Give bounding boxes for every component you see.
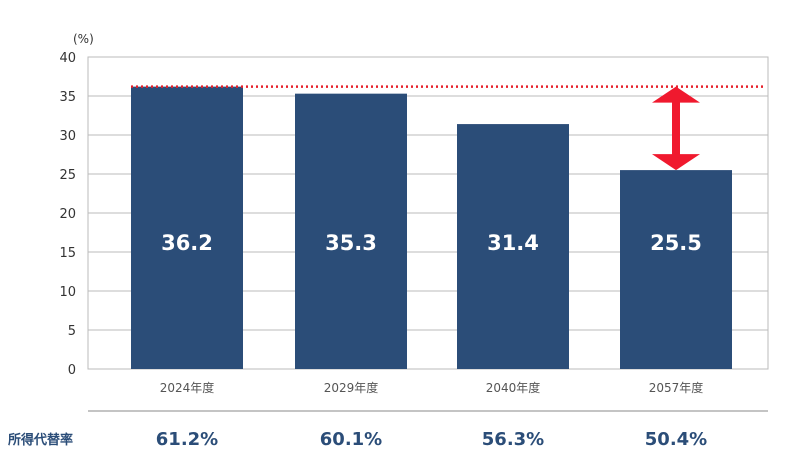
bar-value-label: 25.5 bbox=[650, 231, 702, 255]
bar bbox=[620, 170, 732, 369]
difference-arrow bbox=[652, 86, 700, 171]
y-unit-label: (%) bbox=[73, 32, 94, 46]
plot-frame bbox=[87, 56, 769, 370]
x-tick-label: 2029年度 bbox=[324, 380, 379, 395]
bar bbox=[131, 86, 243, 369]
y-tick-label: 40 bbox=[59, 51, 76, 66]
bar-value-label: 31.4 bbox=[487, 231, 539, 255]
x-axis-categories: 2024年度 2029年度 2040年度 2057年度 bbox=[160, 380, 704, 395]
replacement-rate-values: 61.2% 60.1% 56.3% 50.4% bbox=[156, 429, 707, 450]
bar-value-label: 36.2 bbox=[161, 231, 213, 255]
y-tick-label: 30 bbox=[59, 129, 76, 144]
y-tick-label: 35 bbox=[59, 90, 76, 105]
y-axis-ticks: 0 5 10 15 20 25 30 35 40 bbox=[59, 51, 76, 378]
replacement-rate-value: 60.1% bbox=[320, 429, 382, 450]
x-tick-label: 2057年度 bbox=[649, 380, 704, 395]
bars: 36.2 35.3 31.4 25.5 bbox=[131, 86, 732, 369]
bar-value-label: 35.3 bbox=[325, 231, 377, 255]
x-tick-label: 2040年度 bbox=[486, 380, 541, 395]
x-tick-label: 2024年度 bbox=[160, 380, 215, 395]
y-tick-label: 5 bbox=[68, 324, 76, 339]
replacement-rate-value: 61.2% bbox=[156, 429, 218, 450]
replacement-rate-title: 所得代替率 bbox=[8, 432, 73, 448]
y-tick-label: 0 bbox=[68, 363, 76, 378]
y-tick-label: 20 bbox=[59, 207, 76, 222]
bar bbox=[457, 124, 569, 369]
y-tick-label: 25 bbox=[59, 168, 76, 183]
replacement-rate-value: 56.3% bbox=[482, 429, 544, 450]
bar bbox=[295, 93, 407, 369]
y-tick-label: 10 bbox=[59, 285, 76, 300]
replacement-rate-value: 50.4% bbox=[645, 429, 707, 450]
y-tick-label: 15 bbox=[59, 246, 76, 261]
double-arrow-icon bbox=[652, 86, 700, 171]
